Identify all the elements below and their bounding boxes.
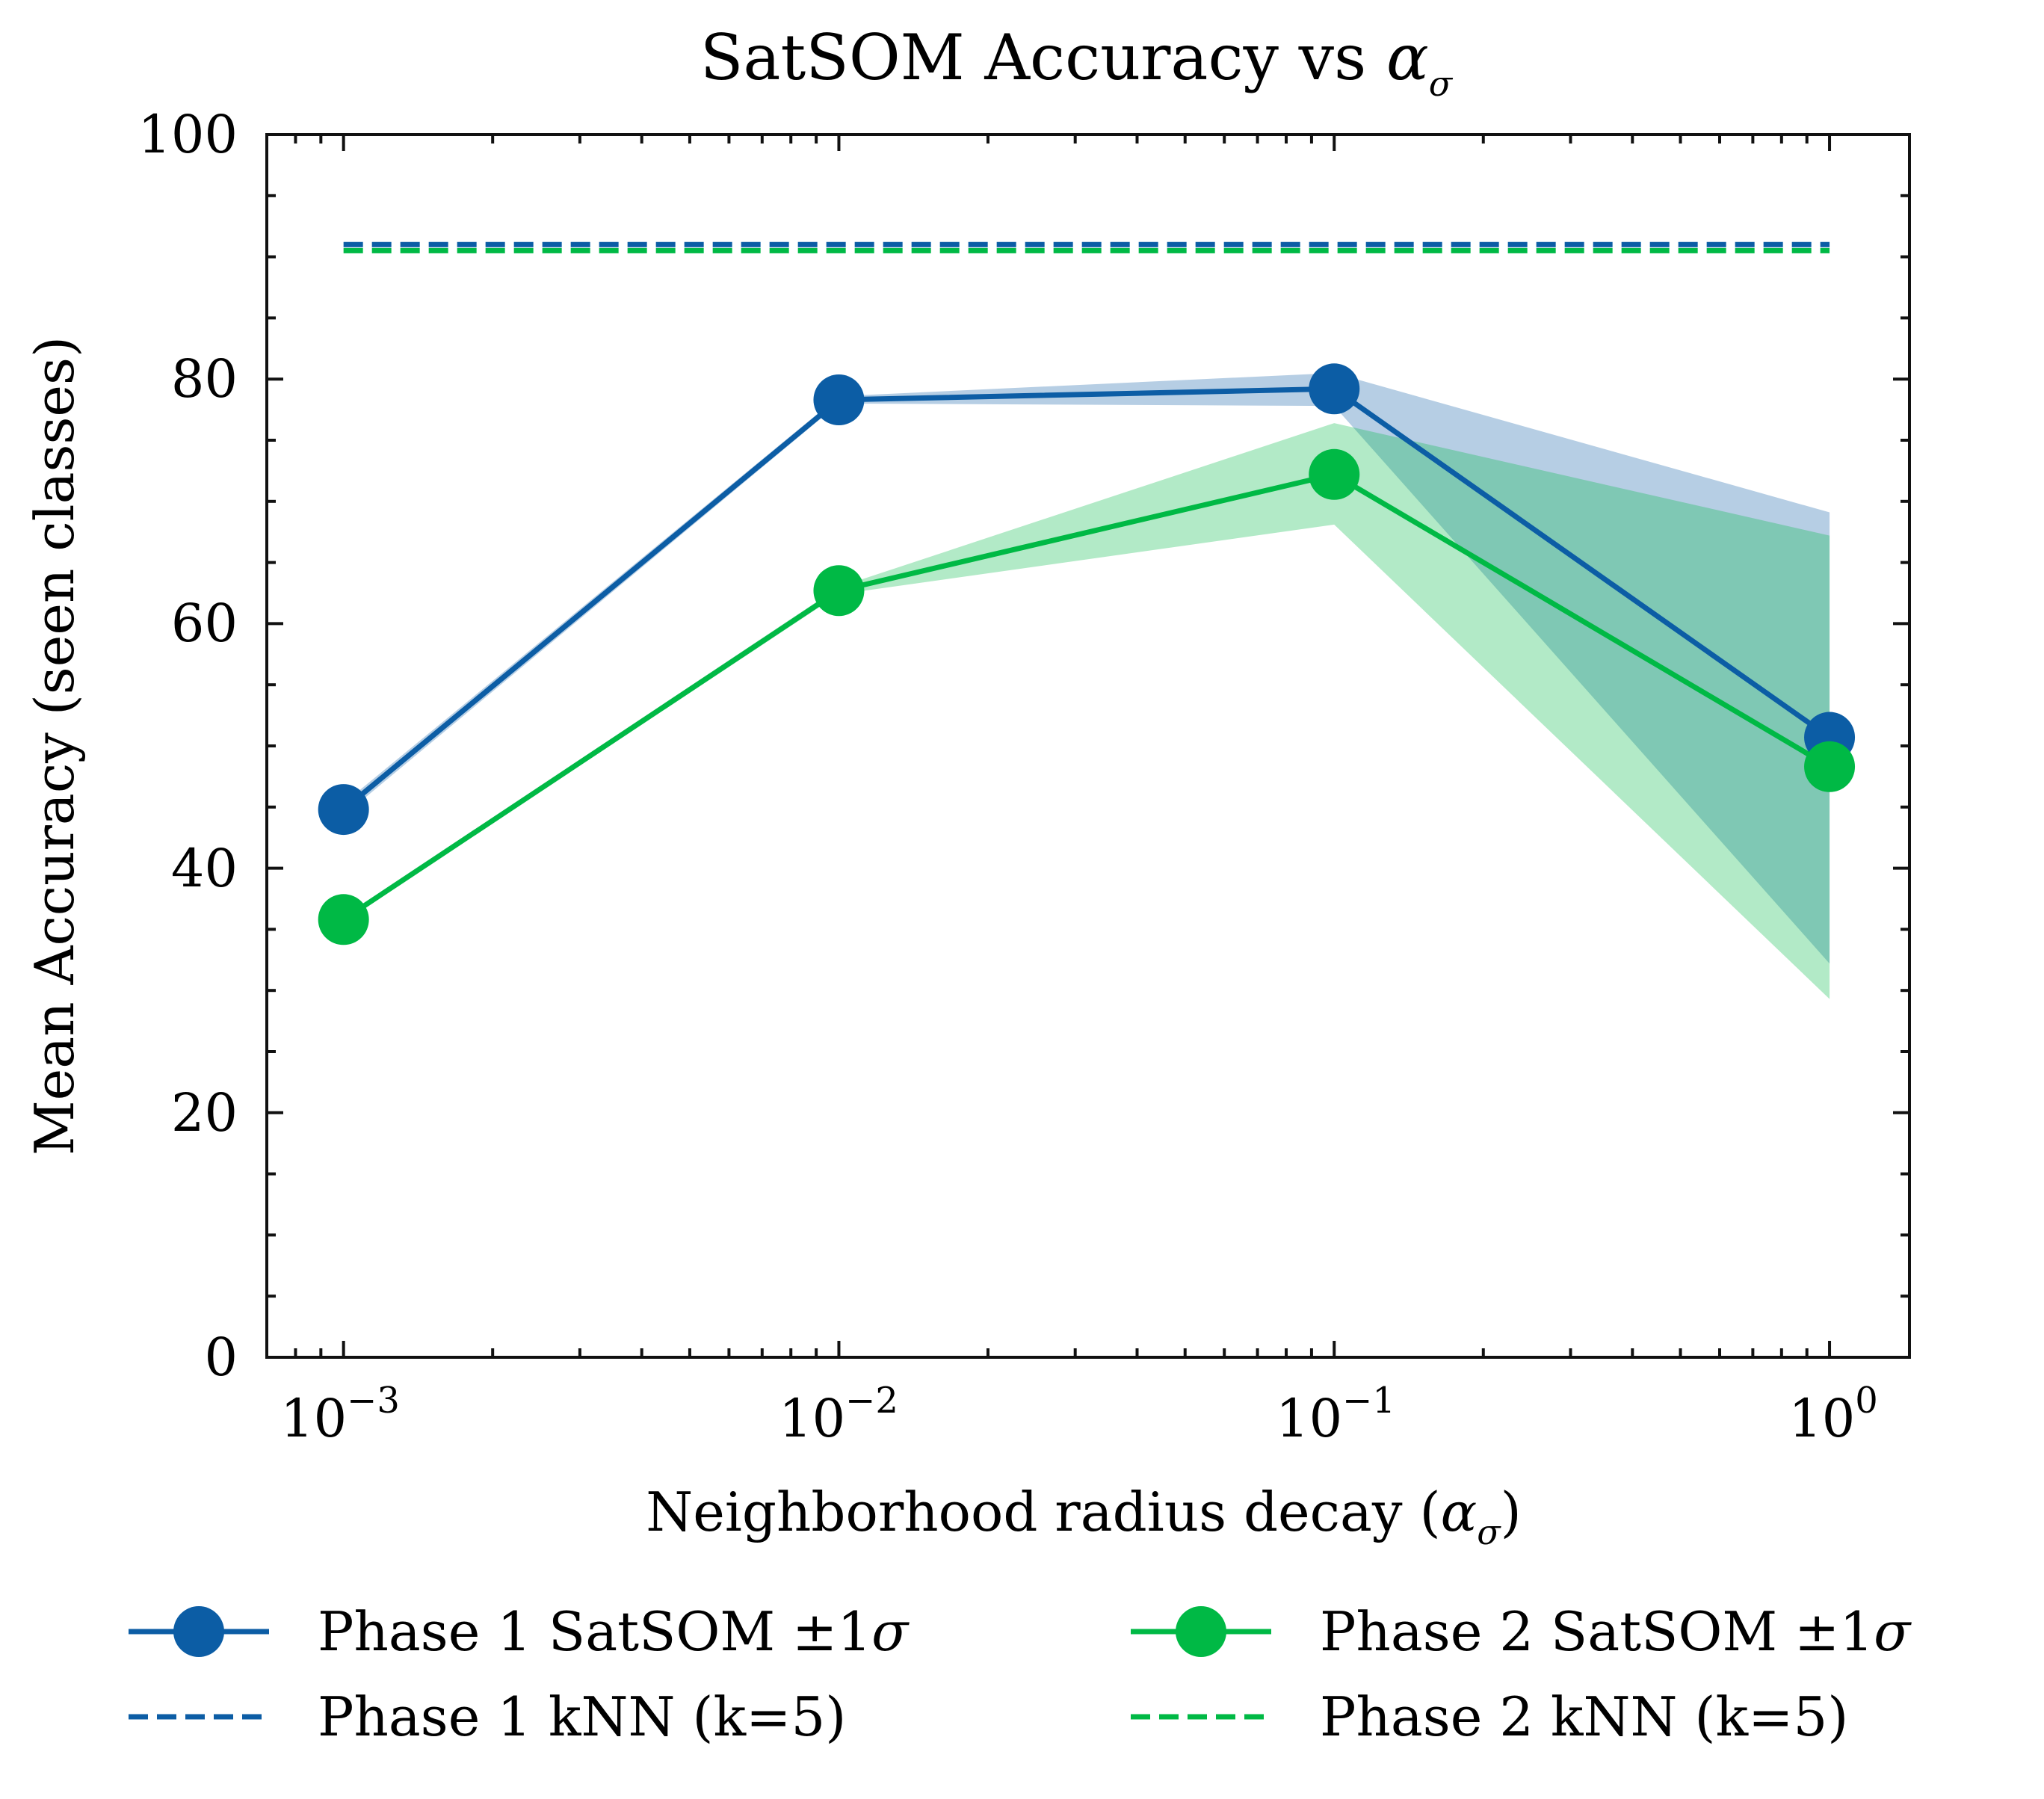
x-tick-label: 10−2 xyxy=(779,1380,898,1449)
x-tick-labels: 10−3 10−2 10−1 100 xyxy=(280,1380,1878,1449)
y-tick-label: 60 xyxy=(171,593,238,654)
series-lines-layer xyxy=(342,386,1832,922)
chart-title-text: SatSOM Accuracy vs xyxy=(700,21,1386,94)
ticks-layer xyxy=(265,133,1909,1359)
legend-entry-phase2-knn: Phase 2 kNN (k=5) xyxy=(1131,1685,1848,1748)
x-axis-label-subscript: σ xyxy=(1477,1512,1501,1552)
series-line-1 xyxy=(342,386,1832,812)
chart-title-subscript: σ xyxy=(1429,64,1454,104)
x-tick-label: 100 xyxy=(1788,1380,1878,1449)
confidence-band-1 xyxy=(343,373,1830,964)
knn-lines-layer xyxy=(343,241,1830,253)
data-point-marker xyxy=(813,374,865,426)
y-tick-labels: 0 20 40 60 80 100 xyxy=(138,104,238,1388)
legend-marker-swatch xyxy=(1176,1606,1226,1657)
x-tick-label: 10−3 xyxy=(280,1380,400,1449)
legend-label: Phase 2 SatSOM ±1σ xyxy=(1320,1600,1912,1663)
x-axis-label-symbol: α xyxy=(1441,1481,1478,1543)
bands-layer xyxy=(343,373,1830,999)
y-tick-label: 0 xyxy=(204,1327,238,1388)
y-tick-label: 100 xyxy=(138,104,238,165)
confidence-band-2 xyxy=(343,423,1830,999)
y-tick-label: 80 xyxy=(171,348,238,410)
chart-title: SatSOM Accuracy vs ασ xyxy=(700,21,1454,104)
legend-entry-phase2-satsom: Phase 2 SatSOM ±1σ xyxy=(1131,1600,1912,1663)
legend-entry-phase1-knn: Phase 1 kNN (k=5) xyxy=(129,1685,846,1748)
markers-layer xyxy=(318,363,1856,945)
x-axis-label-text: Neighborhood radius decay ( xyxy=(646,1481,1440,1543)
series-line-2 xyxy=(342,472,1831,922)
x-tick-label: 10−1 xyxy=(1276,1380,1395,1449)
legend-entry-phase1-satsom: Phase 1 SatSOM ±1σ xyxy=(129,1600,910,1663)
legend-label: Phase 1 SatSOM ±1σ xyxy=(318,1600,910,1663)
legend-label: Phase 1 kNN (k=5) xyxy=(318,1685,846,1748)
data-point-marker xyxy=(318,894,369,945)
data-point-marker xyxy=(1309,363,1360,415)
x-axis-label: Neighborhood radius decay (ασ) xyxy=(646,1481,1521,1552)
data-point-marker xyxy=(318,784,369,836)
legend: Phase 1 SatSOM ±1σ Phase 2 SatSOM ±1σ Ph… xyxy=(129,1600,1912,1748)
legend-marker-swatch xyxy=(173,1606,224,1657)
x-axis-label-close: ) xyxy=(1501,1481,1522,1543)
y-tick-label: 20 xyxy=(171,1082,238,1144)
chart-title-symbol: α xyxy=(1386,21,1429,94)
legend-label: Phase 2 kNN (k=5) xyxy=(1320,1685,1848,1748)
data-point-marker xyxy=(1309,448,1360,500)
data-point-marker xyxy=(1804,741,1856,792)
data-point-marker xyxy=(813,565,865,617)
y-axis-label: Mean Accuracy (seen classes) xyxy=(23,336,86,1155)
y-tick-label: 40 xyxy=(171,838,238,899)
